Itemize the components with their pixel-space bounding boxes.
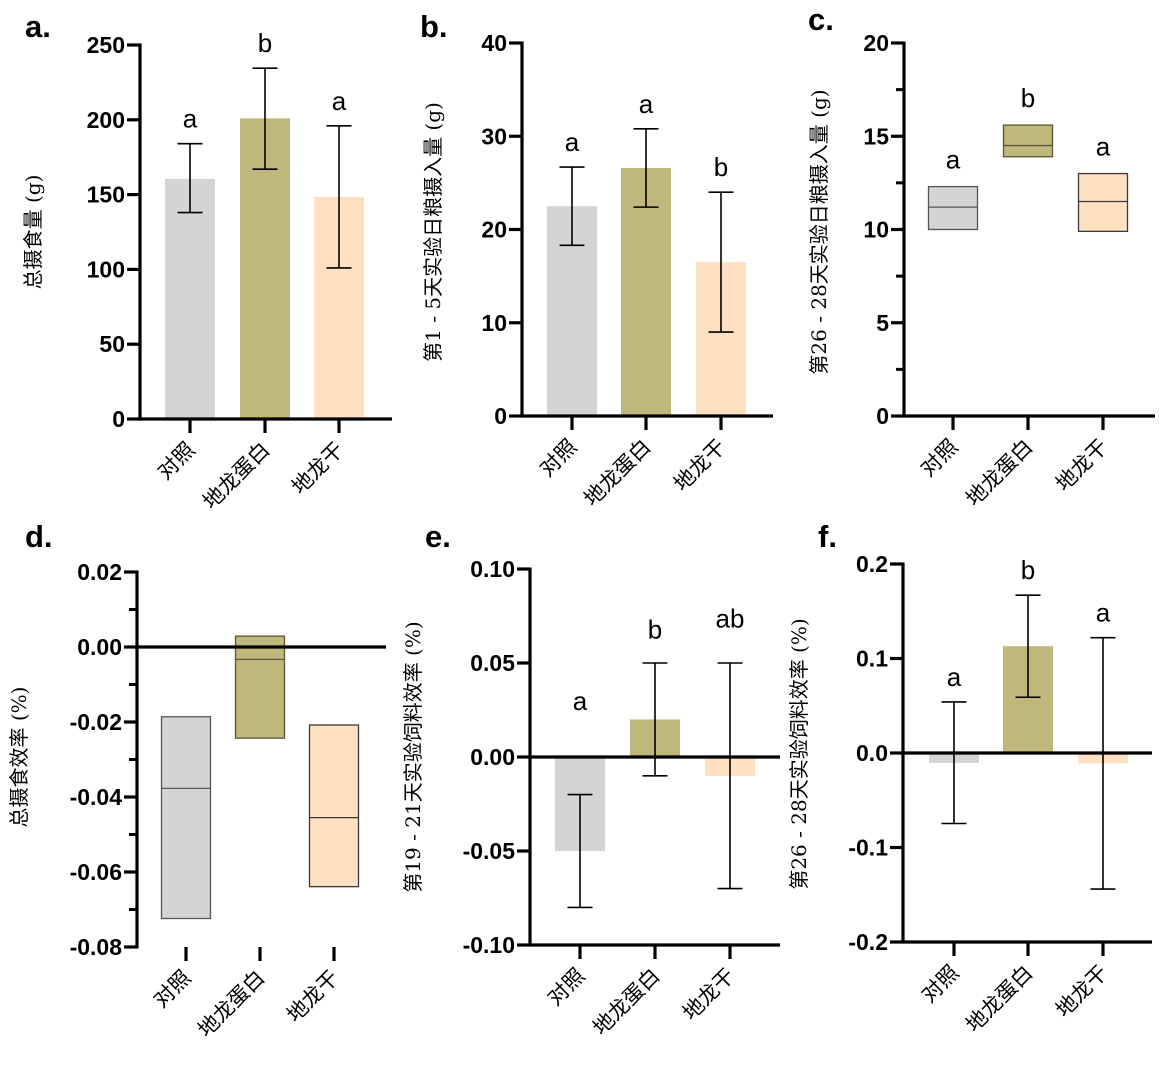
y-tick-label: 5 bbox=[876, 310, 889, 336]
x-category-label: 地龙干 bbox=[1051, 435, 1113, 497]
significance-label: a bbox=[573, 686, 588, 716]
bar-protein bbox=[621, 167, 671, 416]
panel-label: c. bbox=[808, 2, 834, 37]
box-control bbox=[160, 716, 212, 920]
y-tick-label: 0.00 bbox=[77, 634, 122, 660]
x-category-label: 对照 bbox=[917, 961, 964, 1008]
panel-e: e.第19 - 21天实验饲料效率 (%) ab ab-0.10-0.050.000… bbox=[401, 519, 780, 1040]
significance-label: a bbox=[639, 89, 654, 119]
significance-label: a bbox=[947, 662, 962, 692]
y-tick-label: 20 bbox=[863, 30, 889, 56]
y-axis-title: 第1 - 5天实验日粮摄入量 (g) bbox=[421, 102, 445, 362]
panel-c: c. 第26 - 28天实验日粮摄入量 (g) a b a 0 5 10 15 20 对照地龙蛋白地… bbox=[807, 2, 1155, 511]
panel-label: d. bbox=[25, 519, 53, 554]
x-category-label: 地龙蛋白 bbox=[961, 961, 1037, 1037]
x-category-label: 对照 bbox=[916, 435, 963, 482]
y-tick-label: 0 bbox=[494, 403, 507, 429]
x-category-label: 地龙干 bbox=[1051, 961, 1113, 1023]
significance-label: a bbox=[1096, 598, 1111, 628]
x-category-label: 对照 bbox=[149, 966, 196, 1013]
panel-label: e. bbox=[425, 519, 451, 554]
x-category-label: 地龙干 bbox=[678, 964, 740, 1026]
bar-control bbox=[165, 178, 215, 419]
y-tick-label: 0.2 bbox=[856, 551, 888, 577]
significance-label: ab bbox=[716, 603, 745, 633]
y-tick-label: 0.02 bbox=[77, 559, 122, 585]
box-dried bbox=[1077, 172, 1129, 233]
y-tick-label: 0.1 bbox=[856, 646, 888, 672]
y-tick-label: -0.06 bbox=[70, 859, 122, 885]
y-axis-title: 第19 - 21天实验饲料效率 (%) bbox=[401, 621, 425, 892]
box-dried bbox=[308, 724, 360, 888]
significance-label: a bbox=[183, 104, 198, 134]
y-tick-label: 0.10 bbox=[470, 556, 515, 582]
significance-label: b bbox=[648, 615, 662, 645]
significance-label: a bbox=[565, 127, 580, 157]
x-category-label: 对照 bbox=[153, 438, 200, 485]
x-category-label: 地龙蛋白 bbox=[961, 435, 1037, 511]
significance-label: b bbox=[714, 152, 728, 182]
y-tick-label: 250 bbox=[87, 32, 125, 58]
y-axis-title: 第26 - 28天实验日粮摄入量 (g) bbox=[807, 89, 831, 374]
y-axis-title: 总摄食效率 (%) bbox=[7, 687, 31, 828]
y-tick-label: 0.0 bbox=[856, 740, 888, 766]
y-tick-label: 0.05 bbox=[470, 650, 515, 676]
y-tick-label: 100 bbox=[87, 256, 125, 282]
y-tick-label: 10 bbox=[863, 217, 889, 243]
y-tick-label: 30 bbox=[481, 123, 507, 149]
x-category-label: 地龙干 bbox=[287, 438, 349, 500]
y-tick-label: 0 bbox=[876, 403, 889, 429]
y-tick-label: -0.08 bbox=[70, 934, 123, 960]
y-axis-title: 总摄食量 (g) bbox=[21, 175, 45, 290]
y-axis-title: 第26 - 28天实验饲料效率 (%) bbox=[787, 618, 811, 889]
panel-d: d. 总摄食效率 (%) -0.08 -0.06 -0.04 -0.02 0.00 0.02 对… bbox=[7, 519, 386, 1042]
y-tick-label: 15 bbox=[863, 123, 889, 149]
x-category-label: 地龙蛋白 bbox=[193, 966, 269, 1042]
x-category-label: 对照 bbox=[543, 964, 590, 1011]
x-category-label: 地龙蛋白 bbox=[588, 964, 664, 1040]
significance-label: a bbox=[946, 145, 961, 175]
y-tick-label: 200 bbox=[87, 107, 125, 133]
box-control bbox=[927, 185, 979, 231]
box-protein bbox=[234, 635, 286, 739]
y-tick-label: -0.2 bbox=[848, 929, 888, 955]
y-tick-label: 150 bbox=[87, 182, 125, 208]
x-category-label: 地龙干 bbox=[282, 966, 344, 1028]
box-protein bbox=[1002, 124, 1054, 158]
panel-f: f. 第26 - 28天实验饲料效率 (%) a b a -0.2 -0.1 0.0 0.1 0.… bbox=[787, 519, 1152, 1037]
y-tick-label: 10 bbox=[481, 310, 507, 336]
x-category-label: 对照 bbox=[535, 435, 582, 482]
y-tick-label: -0.1 bbox=[848, 835, 888, 861]
y-tick-label: -0.02 bbox=[70, 709, 122, 735]
x-category-label: 地龙干 bbox=[669, 435, 731, 497]
significance-label: a bbox=[332, 86, 347, 116]
y-tick-label: 0 bbox=[112, 406, 125, 432]
significance-label: b bbox=[258, 28, 272, 58]
y-tick-label: 0.00 bbox=[470, 744, 515, 770]
significance-label: b bbox=[1021, 555, 1035, 585]
x-category-label: 地龙蛋白 bbox=[198, 438, 274, 514]
panel-label: b. bbox=[420, 9, 448, 44]
y-tick-label: -0.10 bbox=[463, 932, 515, 958]
y-tick-label: -0.04 bbox=[70, 784, 123, 810]
panel-label: f. bbox=[818, 519, 837, 554]
significance-label: a bbox=[1096, 132, 1111, 162]
significance-label: b bbox=[1021, 83, 1035, 113]
y-tick-label: 50 bbox=[99, 331, 125, 357]
panel-label: a. bbox=[25, 9, 51, 44]
y-tick-label: 40 bbox=[481, 30, 507, 56]
y-tick-label: -0.05 bbox=[463, 838, 516, 864]
x-category-label: 地龙蛋白 bbox=[579, 435, 655, 511]
y-tick-label: 20 bbox=[481, 217, 507, 243]
